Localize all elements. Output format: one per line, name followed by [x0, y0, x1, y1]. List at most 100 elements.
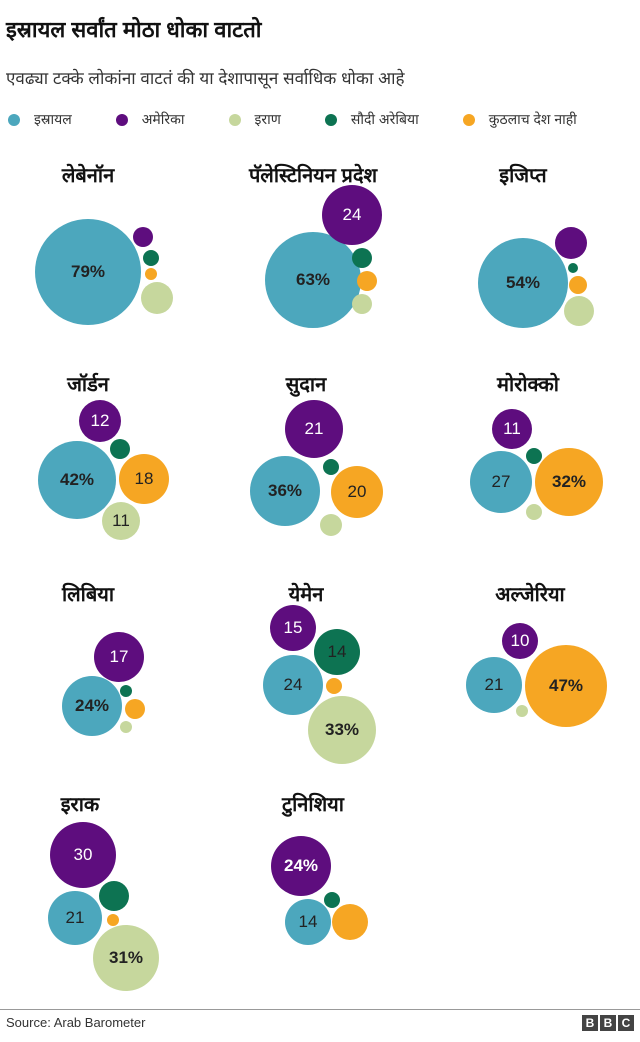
bubble-label: 21 [304, 419, 324, 438]
bubble-saudi [143, 250, 159, 266]
legend-dot-icon [8, 113, 20, 126]
chart-subtitle: एवढ्या टक्के लोकांना वाटतं की या देशापास… [6, 69, 405, 88]
bubble-label: 15 [283, 618, 303, 637]
country-title: लेबेनॉन [61, 165, 115, 187]
country-title: लिबिया [61, 584, 115, 606]
bubble-label: 18 [134, 469, 154, 488]
bubble-none: 47% [525, 645, 607, 727]
bubble-iran [352, 294, 372, 314]
bubble-israel: 21 [48, 891, 102, 945]
legend-item-usa: अमेरिका [115, 110, 185, 129]
bubble-israel: 63% [265, 232, 361, 328]
bubble-israel: 24 [263, 655, 323, 715]
legend-dot-icon [324, 113, 337, 126]
bubble-none [569, 276, 587, 294]
bubble-label: 32% [551, 472, 587, 491]
bbc-logo: B B C [582, 1015, 634, 1031]
bubble-label: 33% [324, 720, 360, 739]
bubble-iran: 11 [102, 502, 140, 540]
bubble-israel: 42% [38, 441, 116, 519]
bubble-usa: 30 [50, 822, 116, 888]
legend-label: इराण [254, 111, 281, 127]
bubble-label: 24% [283, 856, 319, 875]
source-text: Source: Arab Barometer [6, 1015, 146, 1030]
country-title: येमेन [288, 584, 324, 606]
bubble-none [107, 914, 119, 926]
bubble-saudi [324, 892, 340, 908]
bubble-label: 27 [491, 472, 511, 491]
legend-dot-icon [462, 113, 475, 126]
bubble-label: 14 [298, 912, 318, 931]
bubble-label: 21 [65, 908, 85, 927]
bubble-label: 24 [342, 205, 362, 224]
bubble-label: 79% [70, 262, 106, 281]
legend-dot-icon [228, 113, 241, 126]
bubble-saudi [526, 448, 542, 464]
bubble-usa: 17 [94, 632, 144, 682]
footer-divider [0, 1009, 640, 1010]
bubble-israel: 36% [250, 456, 320, 526]
bubble-none [332, 904, 368, 940]
bubble-usa: 21 [285, 400, 343, 458]
legend: इस्रायल अमेरिका इराण सौदी अरेबिया कुठलाच देश… [8, 110, 621, 129]
legend-label: सौदी अरेबिया [350, 111, 419, 127]
legend-dot-icon [115, 113, 128, 126]
bubble-label: 10 [510, 631, 530, 650]
bubble-label: 11 [503, 419, 521, 438]
bubble-none: 32% [535, 448, 603, 516]
legend-item-israel: इस्रायल [8, 110, 72, 129]
bubble-label: 36% [267, 481, 303, 500]
bubble-usa [133, 227, 153, 247]
bbc-logo-letter: B [582, 1015, 598, 1031]
bubble-usa: 24% [271, 836, 331, 896]
legend-label: कुठलाच देश नाही [488, 111, 577, 127]
bubble-saudi [120, 685, 132, 697]
bubble-israel: 54% [478, 238, 568, 328]
bubble-iran: 33% [308, 696, 376, 764]
bubble-israel: 79% [35, 219, 141, 325]
chart-title: इस्रायल सर्वांत मोठा धोका वाटतो [6, 17, 262, 42]
bubble-saudi [99, 881, 129, 911]
bubble-iran [516, 705, 528, 717]
bubble-israel: 14 [285, 899, 331, 945]
legend-item-iran: इराण [228, 110, 281, 129]
bbc-logo-letter: C [618, 1015, 634, 1031]
country-title: पॅलेस्टिनियन प्रदेश [248, 165, 378, 187]
country-title: टुनिशिया [282, 794, 344, 816]
legend-item-saudi: सौदी अरेबिया [324, 110, 419, 129]
bubble-usa [555, 227, 587, 259]
bbc-logo-letter: B [600, 1015, 616, 1031]
legend-item-none: कुठलाच देश नाही [462, 110, 577, 129]
country-title: इराक [60, 794, 100, 816]
bubble-label: 24 [283, 675, 303, 694]
bubble-usa: 24 [322, 185, 382, 245]
bubble-saudi [568, 263, 578, 273]
bubble-label: 12 [90, 411, 110, 430]
bubble-label: 31% [108, 948, 144, 967]
bubble-label: 30 [73, 845, 93, 864]
bubble-saudi [110, 439, 130, 459]
bubble-saudi: 14 [314, 629, 360, 675]
bubble-label: 20 [347, 482, 367, 501]
bubble-iran: 31% [93, 925, 159, 991]
bubble-israel: 27 [470, 451, 532, 513]
bubble-israel: 24% [62, 676, 122, 736]
country-title: इजिप्त [499, 165, 547, 187]
country-title: सुदान [285, 374, 327, 396]
bubble-none: 20 [331, 466, 383, 518]
bubble-label: 42% [59, 470, 95, 489]
bubble-iran [564, 296, 594, 326]
bubble-usa: 12 [79, 400, 121, 442]
bubble-usa: 15 [270, 605, 316, 651]
bubble-label: 21 [484, 675, 504, 694]
bubble-usa: 11 [492, 409, 532, 449]
bubble-label: 24% [74, 696, 110, 715]
bubble-label: 11 [112, 511, 130, 530]
bubble-label: 54% [505, 273, 541, 292]
bubble-saudi [352, 248, 372, 268]
bubble-saudi [323, 459, 339, 475]
legend-label: इस्रायल [34, 111, 72, 127]
bubble-none [145, 268, 157, 280]
bubble-israel: 21 [466, 657, 522, 713]
bubble-iran [526, 504, 542, 520]
